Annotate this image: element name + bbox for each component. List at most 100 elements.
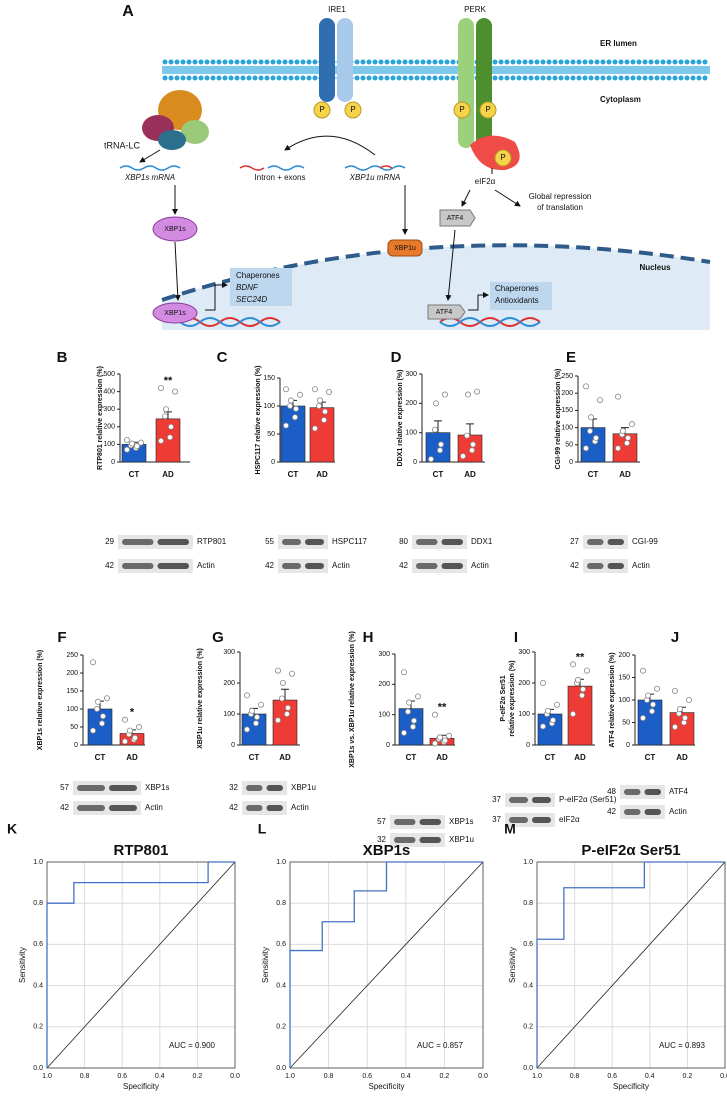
data-point [135, 724, 142, 731]
reference-line [536, 861, 726, 1069]
blot-band [109, 785, 137, 791]
diagram-label: XBP1s [164, 226, 186, 233]
y-tick-label: 0 [74, 742, 78, 749]
data-point [588, 414, 595, 421]
panel-letter: D [391, 349, 402, 366]
data-point [283, 711, 290, 718]
x-tick-label: 0.4 [645, 1073, 655, 1080]
diagram-label: A [122, 3, 134, 20]
blot-strip [620, 805, 665, 819]
y-tick-label: 200 [518, 680, 530, 687]
blot-protein: P-eIF2α (Ser51) [559, 795, 617, 804]
data-point [284, 704, 291, 711]
x-tick-label: CT [406, 753, 417, 762]
diagram-label: XBP1s [164, 310, 186, 317]
data-point [316, 397, 323, 404]
auc-annotation: AUC = 0.857 [417, 1041, 464, 1050]
data-point [464, 391, 471, 398]
data-point [282, 422, 289, 429]
diagram-label: Chaperones [236, 271, 280, 280]
x-tick-label: CT [288, 470, 299, 479]
y-axis-label: Sensitivity [261, 947, 270, 983]
data-point [400, 729, 407, 736]
blot-protein: Actin [197, 561, 215, 570]
data-point [278, 695, 285, 702]
data-point [615, 445, 622, 452]
x-tick-label: 0.8 [570, 1073, 580, 1080]
data-point [296, 391, 303, 398]
data-point [437, 441, 444, 448]
y-axis-label: P-eIF2α Ser51 [500, 675, 507, 721]
y-tick-label: 50 [565, 442, 573, 449]
diagram-label: Cytoplasm [600, 95, 641, 104]
data-point [575, 676, 582, 683]
bar [280, 405, 306, 463]
x-tick-label: CT [433, 470, 444, 479]
data-point [580, 686, 587, 693]
y-tick-label: 100 [378, 712, 390, 719]
y-axis-label: CGI-99 relative expression (%) [555, 369, 562, 470]
y-tick-label: 1.0 [276, 859, 286, 866]
blot-mw: 42 [265, 561, 274, 570]
data-point [133, 443, 140, 450]
x-tick-label: CT [645, 753, 656, 762]
data-point [545, 707, 552, 714]
blot-mw: 29 [105, 537, 114, 546]
diagram-label: P [485, 105, 490, 114]
data-point [257, 701, 264, 708]
y-tick-label: 0.4 [33, 982, 43, 989]
diagram-label: of translation [537, 203, 583, 212]
data-point [640, 667, 647, 674]
blot-band [607, 563, 624, 569]
x-tick-label: 0.6 [117, 1073, 127, 1080]
y-tick-label: 150 [618, 674, 630, 681]
y-tick-label: 0 [526, 742, 530, 749]
diagram-label: P [459, 105, 464, 114]
blot-strip [73, 801, 141, 815]
blot-mw: 42 [607, 807, 616, 816]
blot-mw: 37 [492, 815, 501, 824]
blot-mw: 42 [229, 803, 238, 812]
panel-letter: G [212, 629, 224, 646]
data-point [157, 385, 164, 392]
y-tick-label: 0.6 [276, 941, 286, 948]
blot-protein: XBP1s [449, 817, 473, 826]
blot-strip [118, 559, 193, 573]
y-axis-label: RTP801 relative expression (%) [97, 366, 104, 470]
blot-band [419, 819, 441, 825]
diagram-label: XBP1u [394, 245, 416, 252]
y-tick-label: 100 [618, 697, 630, 704]
data-point [99, 720, 106, 727]
roc-curve [536, 861, 725, 1068]
error-bar [466, 423, 474, 436]
bar [87, 708, 113, 746]
data-point [597, 397, 604, 404]
data-point [431, 711, 438, 718]
y-axis-label: Sensitivity [508, 947, 517, 983]
data-point [650, 701, 657, 708]
x-tick-label: AD [162, 470, 174, 479]
diagram-label: XBP1u mRNA [349, 173, 401, 182]
data-point [288, 670, 295, 677]
y-tick-label: 200 [378, 681, 390, 688]
blot-mw: 27 [570, 537, 579, 546]
data-point [441, 737, 448, 744]
blot-band [122, 563, 154, 569]
pathway-art [119, 18, 713, 330]
blot-protein: RTP801 [197, 537, 227, 546]
data-point [463, 432, 470, 439]
blot-strip [412, 535, 467, 549]
blot-strip [73, 781, 141, 795]
x-tick-label: 1.0 [285, 1073, 295, 1080]
blot-protein: DDX1 [471, 537, 493, 546]
diagram-label: XBP1s mRNA [124, 173, 175, 182]
y-tick-label: 0 [111, 459, 115, 466]
data-point [104, 695, 111, 702]
data-point [640, 715, 647, 722]
data-point [94, 706, 101, 713]
data-point [292, 405, 299, 412]
blot-band [394, 837, 416, 843]
data-point [441, 391, 448, 398]
y-tick-label: 300 [518, 649, 530, 656]
